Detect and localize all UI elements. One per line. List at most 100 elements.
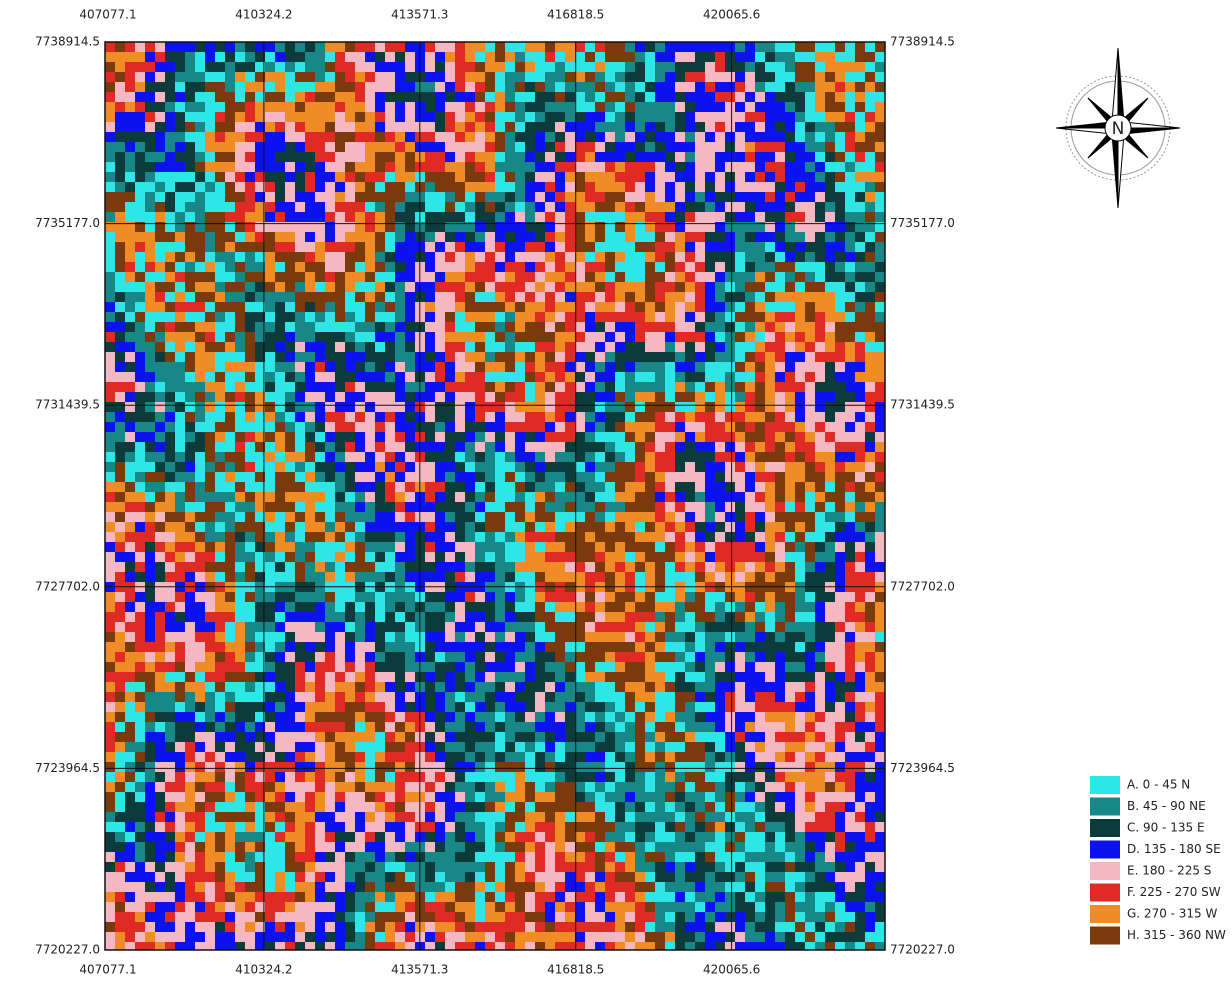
aspect-cell [565, 482, 575, 492]
aspect-cell [525, 92, 535, 102]
aspect-cell [245, 72, 255, 82]
aspect-cell [665, 52, 675, 62]
aspect-cell [865, 652, 875, 662]
aspect-cell [265, 622, 275, 632]
aspect-cell [325, 452, 335, 462]
aspect-cell [845, 292, 855, 302]
aspect-cell [125, 542, 135, 552]
aspect-cell [345, 252, 355, 262]
aspect-cell [405, 162, 415, 172]
aspect-cell [375, 132, 385, 142]
aspect-cell [785, 382, 795, 392]
aspect-cell [605, 362, 615, 372]
aspect-cell [595, 552, 605, 562]
aspect-cell [435, 242, 445, 252]
aspect-cell [875, 62, 885, 72]
aspect-cell [465, 152, 475, 162]
aspect-cell [245, 432, 255, 442]
aspect-cell [285, 212, 295, 222]
aspect-cell [635, 632, 645, 642]
aspect-cell [325, 462, 335, 472]
aspect-cell [485, 542, 495, 552]
aspect-cell [135, 312, 145, 322]
aspect-cell [445, 162, 455, 172]
aspect-cell [505, 642, 515, 652]
aspect-cell [435, 122, 445, 132]
aspect-cell [605, 642, 615, 652]
aspect-cell [505, 452, 515, 462]
aspect-cell [705, 292, 715, 302]
aspect-cell [315, 322, 325, 332]
aspect-cell [595, 242, 605, 252]
aspect-cell [165, 502, 175, 512]
aspect-cell [755, 282, 765, 292]
aspect-cell [695, 462, 705, 472]
aspect-cell [355, 272, 365, 282]
aspect-cell [125, 62, 135, 72]
aspect-cell [365, 452, 375, 462]
aspect-cell [265, 282, 275, 292]
aspect-cell [715, 182, 725, 192]
aspect-cell [295, 482, 305, 492]
aspect-cell [435, 502, 445, 512]
aspect-cell [165, 272, 175, 282]
aspect-cell [525, 622, 535, 632]
aspect-cell [845, 182, 855, 192]
aspect-cell [315, 52, 325, 62]
aspect-cell [495, 412, 505, 422]
aspect-cell [565, 122, 575, 132]
aspect-cell [865, 242, 875, 252]
aspect-cell [655, 152, 665, 162]
aspect-cell [275, 62, 285, 72]
aspect-cell [765, 662, 775, 672]
aspect-cell [335, 292, 345, 302]
aspect-cell [855, 402, 865, 412]
aspect-cell [645, 522, 655, 532]
aspect-cell [495, 342, 505, 352]
aspect-cell [315, 392, 325, 402]
aspect-cell [695, 472, 705, 482]
aspect-cell [225, 592, 235, 602]
aspect-cell [485, 152, 495, 162]
aspect-cell [505, 272, 515, 282]
aspect-cell [585, 132, 595, 142]
aspect-cell [835, 292, 845, 302]
aspect-cell [195, 142, 205, 152]
aspect-cell [665, 572, 675, 582]
aspect-cell [385, 452, 395, 462]
aspect-cell [215, 192, 225, 202]
aspect-cell [475, 522, 485, 532]
aspect-cell [515, 332, 525, 342]
aspect-cell [845, 372, 855, 382]
aspect-cell [335, 302, 345, 312]
aspect-cell [645, 352, 655, 362]
aspect-cell [725, 612, 735, 622]
aspect-cell [365, 592, 375, 602]
aspect-cell [805, 42, 815, 52]
aspect-cell [805, 202, 815, 212]
aspect-cell [545, 132, 555, 142]
aspect-cell [595, 102, 605, 112]
aspect-cell [505, 562, 515, 572]
aspect-cell [115, 602, 125, 612]
aspect-cell [105, 612, 115, 622]
aspect-cell [625, 532, 635, 542]
aspect-cell [725, 352, 735, 362]
aspect-cell [375, 532, 385, 542]
aspect-cell [365, 162, 375, 172]
aspect-cell [475, 672, 485, 682]
aspect-cell [465, 162, 475, 172]
aspect-cell [245, 482, 255, 492]
aspect-cell [345, 272, 355, 282]
aspect-cell [425, 72, 435, 82]
aspect-cell [245, 212, 255, 222]
aspect-cell [685, 492, 695, 502]
aspect-cell [515, 262, 525, 272]
aspect-cell [325, 552, 335, 562]
aspect-cell [685, 212, 695, 222]
aspect-cell [175, 272, 185, 282]
aspect-cell [225, 332, 235, 342]
aspect-cell [325, 402, 335, 412]
aspect-cell [835, 622, 845, 632]
aspect-cell [775, 252, 785, 262]
